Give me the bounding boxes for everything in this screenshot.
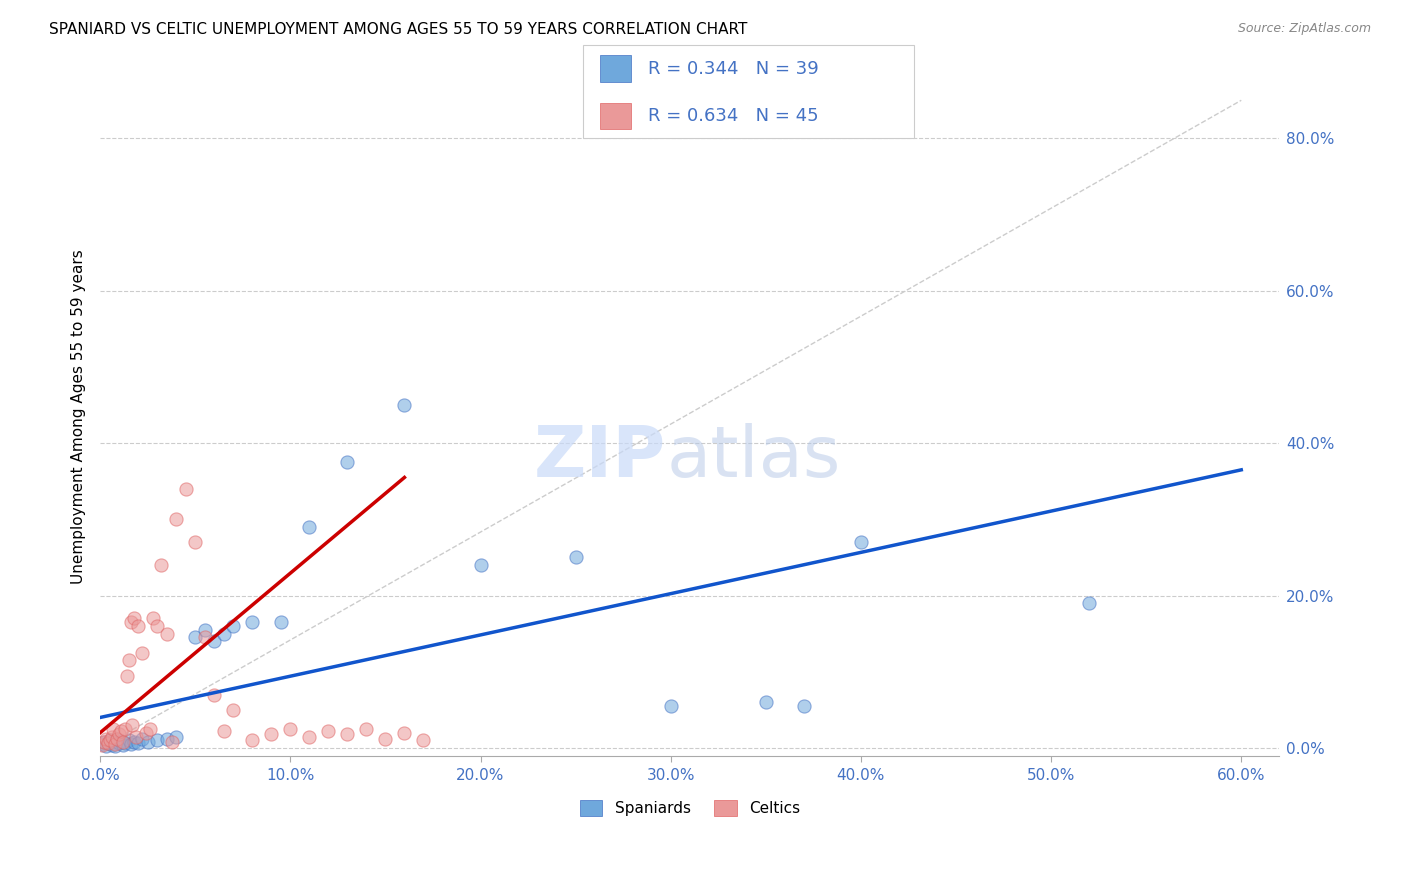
Point — [97, 736, 120, 750]
Point — [103, 722, 125, 736]
Point — [222, 619, 245, 633]
Point — [136, 735, 159, 749]
Point — [470, 558, 492, 572]
Point — [336, 727, 359, 741]
Point — [108, 736, 131, 750]
Point — [356, 722, 378, 736]
Point — [374, 731, 396, 746]
Point — [212, 626, 235, 640]
Point — [270, 615, 292, 630]
Point — [174, 482, 197, 496]
Point — [184, 535, 207, 549]
Point — [150, 558, 173, 572]
Point — [104, 739, 127, 753]
Point — [125, 730, 148, 744]
Point — [298, 730, 321, 744]
Point — [114, 736, 136, 750]
Point — [156, 626, 179, 640]
Point — [118, 653, 141, 667]
Point — [184, 631, 207, 645]
Text: atlas: atlas — [666, 423, 841, 491]
Point — [105, 731, 128, 746]
Point — [100, 730, 122, 744]
Point — [94, 739, 117, 753]
Point — [118, 733, 141, 747]
Point — [110, 724, 132, 739]
Point — [104, 737, 127, 751]
Point — [131, 731, 153, 746]
Point — [98, 733, 121, 747]
Point — [1078, 596, 1101, 610]
Point — [202, 634, 225, 648]
Text: R = 0.344   N = 39: R = 0.344 N = 39 — [648, 60, 818, 78]
Point — [394, 398, 416, 412]
Legend: Spaniards, Celtics: Spaniards, Celtics — [574, 794, 806, 822]
Point — [260, 727, 283, 741]
Point — [156, 731, 179, 746]
Point — [98, 733, 121, 747]
Point — [124, 611, 146, 625]
Point — [114, 722, 136, 736]
Point — [135, 725, 157, 739]
Point — [108, 727, 131, 741]
Point — [162, 735, 184, 749]
Point — [146, 619, 169, 633]
Point — [793, 699, 815, 714]
Point — [94, 731, 117, 746]
Point — [97, 736, 120, 750]
Text: ZIP: ZIP — [534, 423, 666, 491]
Point — [849, 535, 872, 549]
Point — [240, 733, 263, 747]
Text: SPANIARD VS CELTIC UNEMPLOYMENT AMONG AGES 55 TO 59 YEARS CORRELATION CHART: SPANIARD VS CELTIC UNEMPLOYMENT AMONG AG… — [49, 22, 748, 37]
Point — [142, 611, 165, 625]
Point — [110, 734, 132, 748]
Point — [115, 668, 138, 682]
Point — [111, 735, 134, 749]
Y-axis label: Unemployment Among Ages 55 to 59 years: Unemployment Among Ages 55 to 59 years — [72, 249, 86, 584]
Point — [659, 699, 682, 714]
Point — [103, 735, 125, 749]
Point — [165, 730, 187, 744]
Point — [120, 615, 142, 630]
Point — [146, 733, 169, 747]
Point — [194, 631, 217, 645]
Point — [93, 735, 115, 749]
Point — [412, 733, 434, 747]
Point — [93, 735, 115, 749]
Point — [755, 695, 778, 709]
Point — [298, 520, 321, 534]
Point — [100, 738, 122, 752]
Point — [127, 619, 149, 633]
Point — [165, 512, 187, 526]
Point — [394, 725, 416, 739]
Point — [91, 738, 114, 752]
Point — [121, 718, 143, 732]
Point — [202, 688, 225, 702]
Point — [105, 731, 128, 746]
Point — [278, 722, 301, 736]
Point — [194, 623, 217, 637]
Point — [124, 735, 146, 749]
Point — [120, 737, 142, 751]
Point — [131, 646, 153, 660]
Point — [138, 722, 160, 736]
Text: R = 0.634   N = 45: R = 0.634 N = 45 — [648, 107, 818, 125]
Point — [564, 550, 586, 565]
Text: Source: ZipAtlas.com: Source: ZipAtlas.com — [1237, 22, 1371, 36]
Point — [240, 615, 263, 630]
Point — [127, 736, 149, 750]
Point — [111, 738, 134, 752]
Point — [212, 724, 235, 739]
Point — [91, 737, 114, 751]
Point — [336, 455, 359, 469]
Point — [222, 703, 245, 717]
Point — [318, 724, 340, 739]
